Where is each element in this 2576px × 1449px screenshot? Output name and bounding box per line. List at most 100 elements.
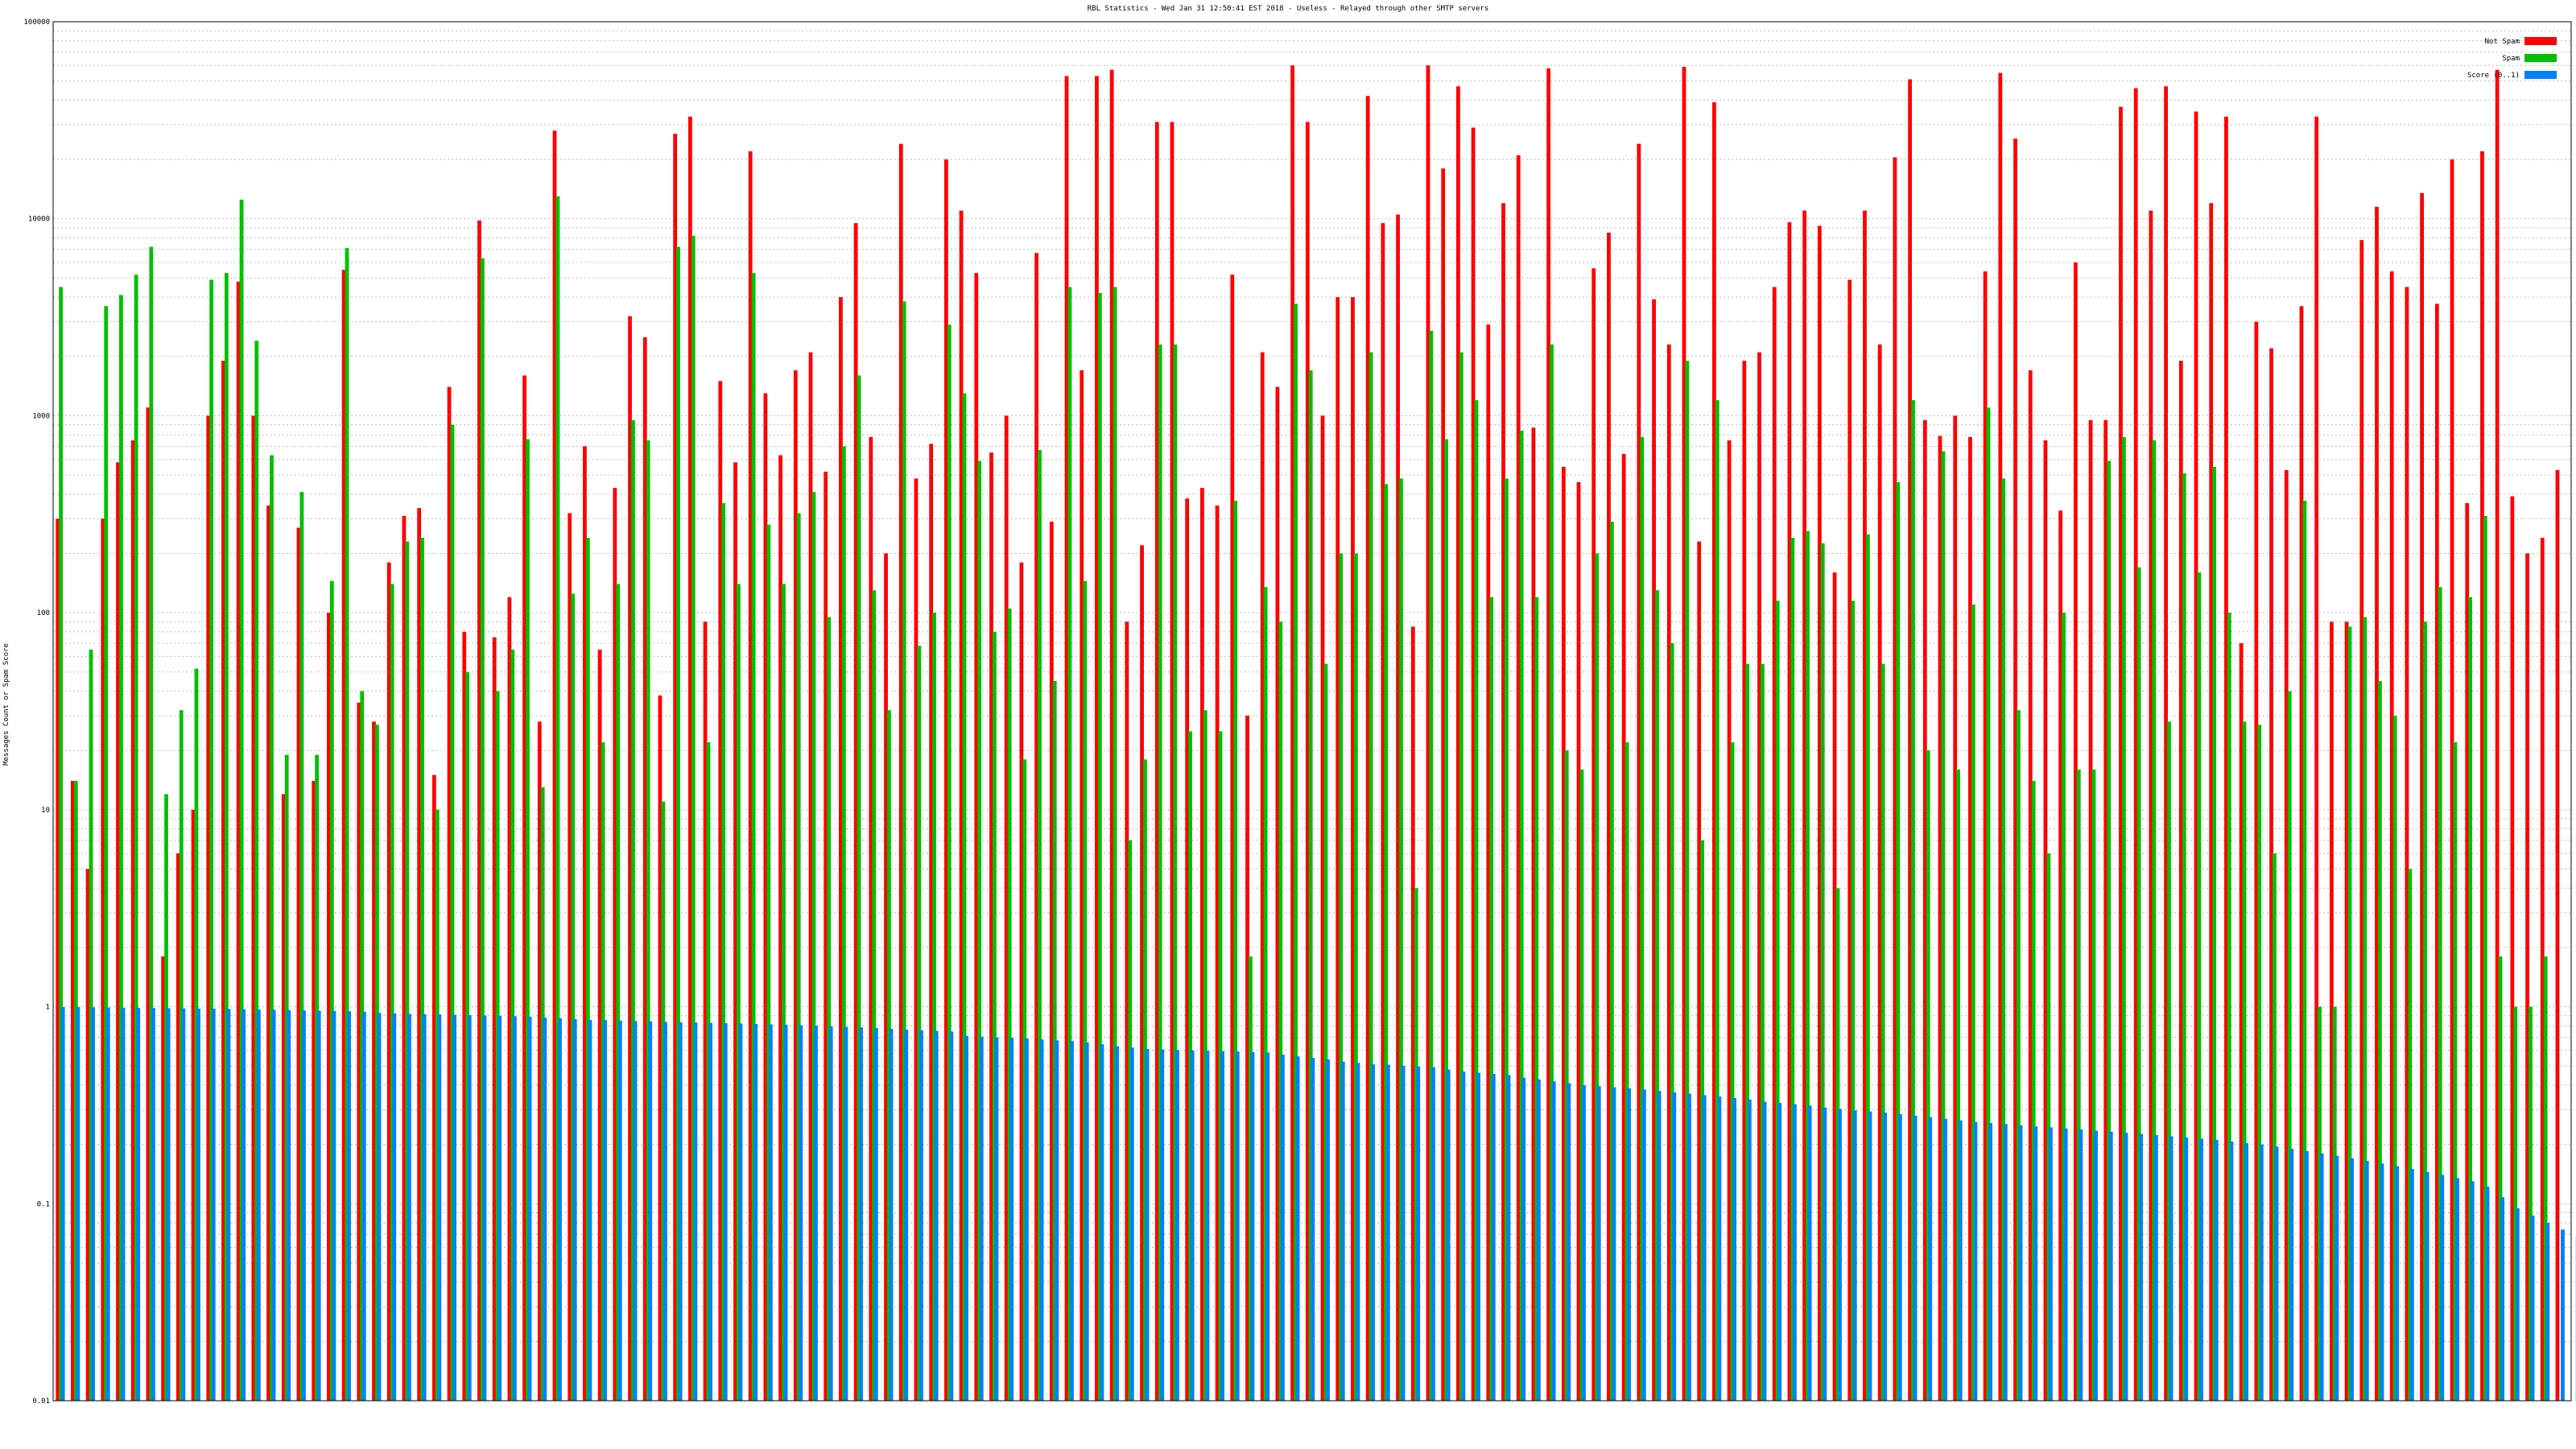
bar-spam (691, 235, 696, 1401)
bar-spam (2242, 721, 2247, 1401)
bar-not-spam (2359, 240, 2364, 1401)
legend-swatch-spam (2524, 54, 2557, 62)
bar-spam (254, 341, 259, 1401)
bar-not-spam (1893, 157, 1897, 1401)
bar-not-spam (718, 381, 723, 1402)
bar-not-spam (884, 553, 888, 1401)
bar-spam (1067, 287, 1072, 1402)
bar-score-0-1 (361, 1011, 366, 1401)
bar-not-spam (2465, 503, 2470, 1401)
bar-not-spam (1004, 415, 1009, 1402)
bar-spam (2408, 869, 2413, 1401)
bar-score-0-1 (1747, 1099, 1752, 1401)
bar-score-0-1 (934, 1030, 939, 1401)
bar-not-spam (1170, 122, 1174, 1402)
bar-not-spam (1034, 253, 1039, 1401)
bar-not-spam (1396, 214, 1400, 1401)
bar-score-0-1 (1340, 1061, 1345, 1401)
bar-spam (1624, 742, 1629, 1401)
bar-spam (571, 593, 575, 1401)
bar-score-0-1 (1506, 1075, 1511, 1401)
bar-score-0-1 (663, 1022, 667, 1401)
bar-score-0-1 (2319, 1153, 2324, 1401)
bar-not-spam (583, 446, 587, 1401)
bar-score-0-1 (377, 1013, 382, 1401)
bar-not-spam (1516, 155, 1521, 1402)
bar-spam (1444, 439, 1448, 1401)
bar-spam (2423, 621, 2427, 1401)
bar-spam (1007, 608, 1012, 1401)
y-axis-ticks: 0.01 0.1 1 10 100 1000 10000 100000 (23, 19, 50, 1406)
bar-spam (1986, 407, 1991, 1401)
bar-spam (1806, 530, 1810, 1401)
bar-score-0-1 (2500, 1197, 2505, 1401)
bar-spam (209, 279, 214, 1401)
bar-score-0-1 (648, 1021, 653, 1401)
bar-spam (1851, 601, 1856, 1401)
bar-spam (119, 295, 123, 1402)
bar-spam (2001, 478, 2006, 1402)
bar-score-0-1 (437, 1014, 442, 1401)
bar-score-0-1 (1476, 1072, 1480, 1401)
bar-not-spam (808, 352, 813, 1402)
bar-not-spam (568, 513, 572, 1401)
bar-score-0-1 (482, 1015, 487, 1401)
bar-spam (841, 446, 846, 1401)
bar-spam (766, 524, 771, 1401)
bar-not-spam (236, 281, 241, 1402)
y-tick-label: 10000 (28, 216, 50, 224)
bar-spam (284, 754, 289, 1401)
bar-not-spam (989, 452, 993, 1402)
bar-score-0-1 (889, 1029, 894, 1401)
bar-spam (2438, 587, 2442, 1401)
bar-not-spam (1607, 232, 1611, 1401)
bar-spam (2363, 617, 2368, 1401)
bar-not-spam (1757, 352, 1761, 1402)
bar-spam (1911, 400, 1915, 1401)
bar-score-0-1 (2229, 1141, 2234, 1401)
bars (56, 65, 2576, 1402)
bar-not-spam (101, 518, 105, 1401)
bar-spam (1745, 663, 1750, 1401)
bar-spam (420, 538, 424, 1401)
bar-spam (1278, 621, 1283, 1401)
bar-spam (1474, 400, 1479, 1401)
bar-not-spam (1095, 76, 1099, 1402)
bar-score-0-1 (136, 1007, 141, 1401)
bar-not-spam (206, 415, 211, 1402)
bar-not-spam (1863, 210, 1867, 1402)
bar-spam (104, 306, 109, 1401)
bar-spam (2483, 515, 2487, 1401)
bar-score-0-1 (1672, 1092, 1677, 1401)
bar-not-spam (1426, 65, 1430, 1401)
bar-score-0-1 (1326, 1059, 1330, 1401)
bar-not-spam (1456, 86, 1460, 1402)
bar-score-0-1 (1838, 1108, 1842, 1401)
bar-score-0-1 (316, 1010, 321, 1401)
bar-score-0-1 (1717, 1096, 1722, 1401)
bar-not-spam (1410, 626, 1415, 1401)
bar-not-spam (2088, 419, 2093, 1401)
bar-spam (872, 590, 877, 1401)
bar-score-0-1 (1100, 1044, 1104, 1401)
bar-score-0-1 (1311, 1058, 1315, 1401)
bar-not-spam (2344, 621, 2349, 1401)
bar-not-spam (2555, 469, 2560, 1401)
bar-spam (2136, 567, 2141, 1401)
bar-score-0-1 (2063, 1128, 2068, 1401)
bar-spam (360, 691, 365, 1401)
bar-score-0-1 (2364, 1161, 2369, 1401)
bar-spam (1218, 731, 1223, 1401)
bar-not-spam (1561, 466, 1566, 1401)
bar-score-0-1 (1958, 1120, 1963, 1401)
bar-spam (993, 631, 997, 1401)
legend: Not Spam Spam Score (0..1) (2467, 37, 2557, 80)
bar-score-0-1 (588, 1019, 592, 1401)
bar-not-spam (1080, 370, 1084, 1401)
bar-not-spam (372, 721, 376, 1401)
bar-spam (1083, 580, 1088, 1401)
bar-not-spam (2314, 116, 2319, 1402)
bar-not-spam (1185, 498, 1190, 1401)
bar-not-spam (1245, 716, 1249, 1401)
